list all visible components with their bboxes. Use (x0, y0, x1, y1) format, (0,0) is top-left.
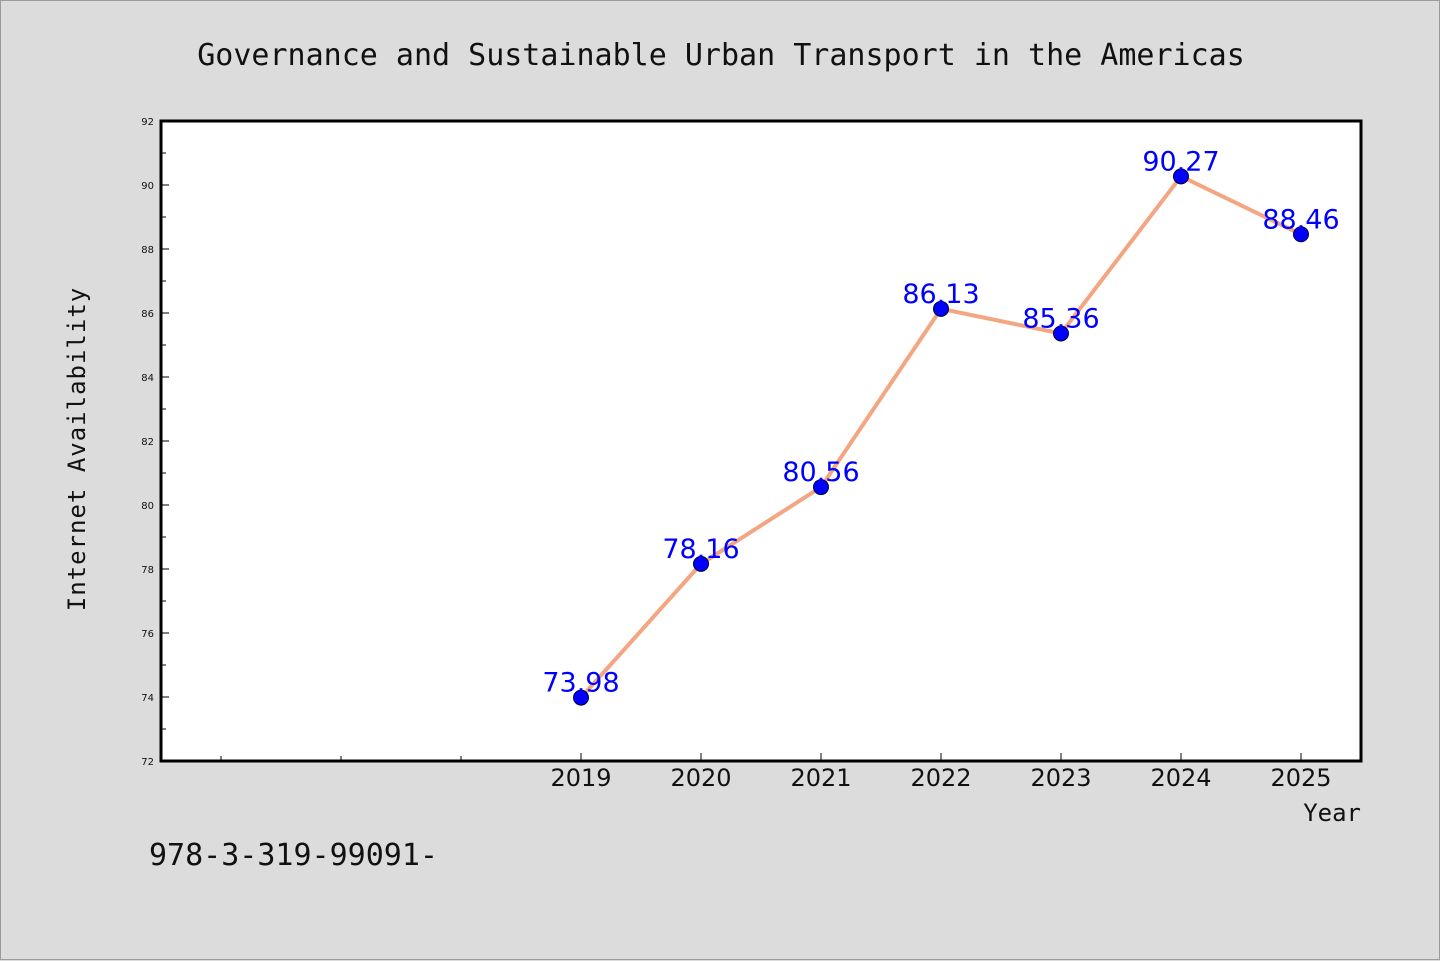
x-tick-label: 2019 (550, 764, 611, 792)
x-axis: 2019 2020 2021 2022 2023 2024 2025 (220, 753, 1332, 792)
y-tick-label: 80 (141, 501, 154, 512)
y-tick-label: 88 (141, 245, 154, 256)
y-tick-label: 74 (141, 693, 154, 704)
data-point-marker (1293, 226, 1309, 243)
data-point-label: 80.56 (782, 457, 859, 488)
data-point-label: 90.27 (1142, 146, 1219, 177)
y-tick-label: 90 (141, 181, 154, 192)
y-tick-label: 82 (141, 437, 154, 448)
y-tick-label: 78 (141, 565, 154, 576)
plot-area (159, 119, 1363, 763)
data-point-marker (933, 300, 949, 317)
y-tick-label: 92 (141, 117, 154, 128)
chart-title: Governance and Sustainable Urban Transpo… (197, 38, 1245, 73)
x-axis-label: Year (1303, 799, 1361, 827)
series-line-group: 73.98 78.16 80.56 86.13 85.36 90.27 88.46 (542, 146, 1340, 706)
x-tick-label: 2025 (1270, 764, 1331, 792)
data-point-label: 73.98 (542, 668, 619, 699)
x-tick-label: 2020 (670, 764, 731, 792)
footer-isbn-text: 978-3-319-99091- (149, 838, 438, 873)
x-tick-label: 2022 (910, 764, 971, 792)
data-point-marker (1053, 325, 1069, 342)
x-tick-label: 2024 (1150, 764, 1211, 792)
y-tick-label: 84 (141, 373, 154, 384)
data-point-marker (1173, 168, 1189, 185)
y-axis-label: Internet Availability (63, 287, 91, 611)
x-tick-label: 2023 (1030, 764, 1091, 792)
data-point-label: 85.36 (1022, 303, 1099, 334)
data-point-marker (813, 479, 829, 496)
data-point-marker (693, 555, 709, 572)
y-tick-label: 76 (141, 629, 154, 640)
x-tick-label: 2021 (790, 764, 851, 792)
data-point-marker (573, 689, 589, 706)
y-tick-label: 72 (141, 757, 154, 768)
data-point-label: 88.46 (1262, 204, 1339, 235)
y-axis: 72 74 76 78 80 82 84 86 88 90 92 (141, 117, 169, 768)
y-tick-label: 86 (141, 309, 154, 320)
data-point-label: 78.16 (662, 534, 739, 565)
data-point-label: 86.13 (902, 279, 979, 310)
